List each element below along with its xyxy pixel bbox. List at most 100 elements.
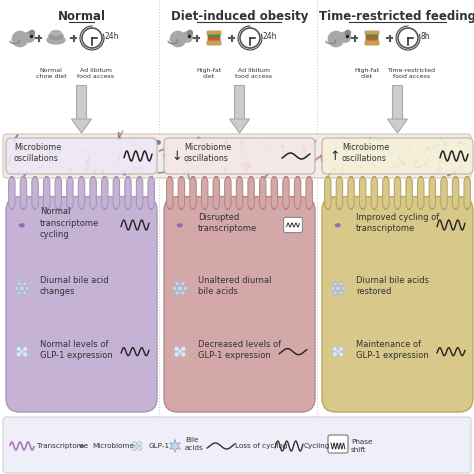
Text: Time-restricted feeding: Time-restricted feeding: [319, 10, 474, 23]
Circle shape: [398, 28, 418, 48]
FancyBboxPatch shape: [464, 177, 470, 209]
FancyBboxPatch shape: [283, 218, 302, 233]
Polygon shape: [229, 119, 249, 133]
Text: ↑: ↑: [329, 149, 339, 163]
Circle shape: [183, 286, 187, 290]
Text: Diet-induced obesity: Diet-induced obesity: [171, 10, 308, 23]
Circle shape: [23, 291, 27, 295]
Circle shape: [187, 30, 192, 36]
Circle shape: [175, 291, 179, 295]
FancyBboxPatch shape: [55, 177, 62, 209]
Bar: [392, 85, 402, 119]
FancyBboxPatch shape: [125, 177, 131, 209]
Circle shape: [25, 286, 29, 290]
FancyBboxPatch shape: [237, 177, 243, 209]
FancyBboxPatch shape: [9, 177, 15, 209]
Circle shape: [336, 286, 340, 291]
Circle shape: [132, 446, 137, 450]
Text: Loss of cycling: Loss of cycling: [235, 443, 288, 449]
Circle shape: [12, 31, 27, 46]
FancyBboxPatch shape: [6, 197, 157, 412]
FancyBboxPatch shape: [348, 177, 354, 209]
Text: 24h: 24h: [263, 31, 277, 40]
Circle shape: [173, 286, 177, 290]
Polygon shape: [170, 440, 180, 452]
FancyBboxPatch shape: [3, 417, 471, 473]
Text: Disrupted
transcriptome: Disrupted transcriptome: [198, 213, 257, 233]
Text: Normal: Normal: [57, 10, 106, 23]
Text: Microbiome
oscillations: Microbiome oscillations: [14, 143, 61, 163]
FancyBboxPatch shape: [225, 177, 231, 209]
FancyBboxPatch shape: [383, 177, 389, 209]
FancyBboxPatch shape: [213, 177, 219, 209]
FancyBboxPatch shape: [359, 177, 366, 209]
FancyBboxPatch shape: [283, 177, 289, 209]
FancyBboxPatch shape: [3, 134, 471, 178]
Text: Normal levels of
GLP-1 expression: Normal levels of GLP-1 expression: [40, 339, 113, 360]
FancyBboxPatch shape: [67, 177, 73, 209]
FancyBboxPatch shape: [207, 30, 221, 36]
Text: 8h: 8h: [421, 31, 430, 40]
FancyBboxPatch shape: [201, 177, 208, 209]
FancyBboxPatch shape: [394, 177, 401, 209]
FancyBboxPatch shape: [429, 177, 436, 209]
Text: Ad libitum
food access: Ad libitum food access: [236, 68, 273, 79]
Text: Normal
transcriptome
cycling: Normal transcriptome cycling: [40, 208, 99, 238]
FancyBboxPatch shape: [101, 177, 108, 209]
FancyBboxPatch shape: [113, 177, 119, 209]
Circle shape: [339, 346, 344, 352]
Circle shape: [338, 291, 343, 295]
Text: High-fat
diet: High-fat diet: [355, 68, 380, 79]
Text: 24h: 24h: [105, 31, 119, 40]
FancyBboxPatch shape: [248, 177, 255, 209]
Circle shape: [181, 346, 186, 352]
FancyBboxPatch shape: [306, 177, 312, 209]
FancyBboxPatch shape: [406, 177, 412, 209]
Circle shape: [23, 282, 27, 286]
FancyBboxPatch shape: [148, 177, 155, 209]
Circle shape: [240, 28, 260, 48]
Circle shape: [29, 30, 35, 36]
Circle shape: [23, 346, 28, 352]
Polygon shape: [388, 119, 408, 133]
FancyBboxPatch shape: [78, 177, 85, 209]
Circle shape: [332, 352, 337, 357]
Text: Microbiome
oscillations: Microbiome oscillations: [342, 143, 389, 163]
Text: Maintenance of
GLP-1 expression: Maintenance of GLP-1 expression: [356, 339, 429, 360]
FancyBboxPatch shape: [365, 37, 379, 42]
Circle shape: [16, 352, 21, 357]
FancyBboxPatch shape: [164, 197, 315, 412]
Text: Ad libitum
food access: Ad libitum food access: [77, 68, 115, 79]
FancyBboxPatch shape: [441, 177, 447, 209]
Text: Improved cycling of
transcriptome: Improved cycling of transcriptome: [356, 213, 439, 233]
Text: High-fat
diet: High-fat diet: [196, 68, 222, 79]
Circle shape: [137, 446, 142, 450]
Circle shape: [15, 286, 18, 290]
FancyBboxPatch shape: [167, 177, 173, 209]
FancyBboxPatch shape: [365, 35, 379, 38]
FancyBboxPatch shape: [208, 35, 220, 38]
Text: ↓: ↓: [171, 149, 182, 163]
FancyBboxPatch shape: [260, 177, 266, 209]
FancyBboxPatch shape: [371, 177, 377, 209]
Text: Cycling: Cycling: [304, 443, 330, 449]
FancyBboxPatch shape: [90, 177, 96, 209]
Circle shape: [182, 32, 192, 42]
FancyBboxPatch shape: [190, 177, 196, 209]
FancyBboxPatch shape: [328, 435, 348, 453]
FancyBboxPatch shape: [178, 177, 184, 209]
FancyBboxPatch shape: [207, 40, 221, 46]
FancyBboxPatch shape: [20, 177, 27, 209]
Circle shape: [346, 30, 350, 36]
FancyBboxPatch shape: [137, 177, 143, 209]
FancyBboxPatch shape: [164, 138, 315, 174]
FancyBboxPatch shape: [44, 177, 50, 209]
FancyBboxPatch shape: [418, 177, 424, 209]
Circle shape: [18, 282, 21, 286]
Circle shape: [328, 31, 344, 46]
FancyBboxPatch shape: [271, 177, 278, 209]
Circle shape: [178, 286, 182, 291]
Circle shape: [23, 352, 28, 357]
Circle shape: [181, 352, 186, 357]
Text: Diurnal bile acids
restored: Diurnal bile acids restored: [356, 276, 429, 296]
